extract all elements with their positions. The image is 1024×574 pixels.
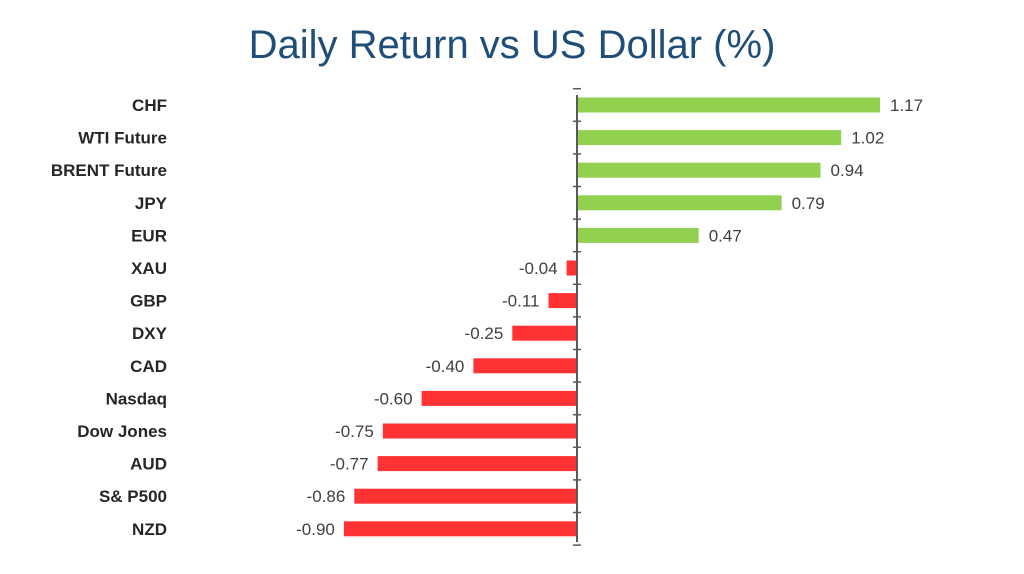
category-label: JPY	[135, 194, 168, 213]
bar-nzd	[343, 521, 577, 537]
bar-xau	[566, 260, 577, 276]
category-labels: CHF WTI Future BRENT Future JPY EUR XAU GBP DXY…	[51, 96, 168, 539]
value-label: 0.94	[831, 161, 864, 180]
value-label: 0.79	[792, 194, 825, 213]
value-label: -0.75	[335, 422, 374, 441]
bar-cad	[473, 358, 577, 374]
category-label: Dow Jones	[77, 422, 167, 441]
value-label: -0.11	[502, 292, 540, 311]
bar-chf	[577, 97, 880, 113]
bar-brent-future	[577, 162, 821, 178]
bars-layer	[343, 97, 880, 537]
category-label: EUR	[131, 226, 167, 245]
category-label: Nasdaq	[106, 389, 167, 408]
value-label: -0.90	[296, 520, 335, 539]
value-label: -0.60	[374, 389, 413, 408]
category-label: CAD	[130, 357, 167, 376]
bar-dxy	[512, 325, 578, 341]
bar-wti-future	[577, 130, 842, 146]
category-label: XAU	[131, 259, 167, 278]
value-label: -0.40	[426, 357, 465, 376]
bar-jpy	[577, 195, 782, 211]
value-label: -0.25	[465, 324, 504, 343]
chart-title: Daily Return vs US Dollar (%)	[249, 23, 776, 67]
bar-dow-jones	[382, 423, 578, 439]
zero-axis	[573, 87, 581, 546]
category-label: AUD	[130, 455, 167, 474]
value-label: -0.86	[307, 487, 346, 506]
category-label: BRENT Future	[51, 161, 167, 180]
category-label: CHF	[132, 96, 167, 115]
value-label: -0.77	[330, 455, 369, 474]
value-label: -0.04	[519, 259, 558, 278]
category-label: WTI Future	[78, 129, 167, 148]
category-label: S& P500	[99, 487, 167, 506]
value-labels: 1.17 1.02 0.94 0.79 0.47 -0.04 -0.11 -0.25-0.40…	[296, 96, 923, 539]
value-label: 1.17	[890, 96, 923, 115]
category-label: GBP	[130, 292, 167, 311]
bar-nasdaq	[421, 390, 577, 406]
bar-aud	[377, 456, 577, 472]
category-label: NZD	[132, 520, 167, 539]
bar-gbp	[548, 293, 577, 309]
bar-eur	[577, 227, 699, 243]
bar-s-p500	[354, 488, 577, 504]
category-label: DXY	[132, 324, 168, 343]
value-label: 1.02	[851, 129, 884, 148]
value-label: 0.47	[709, 226, 742, 245]
